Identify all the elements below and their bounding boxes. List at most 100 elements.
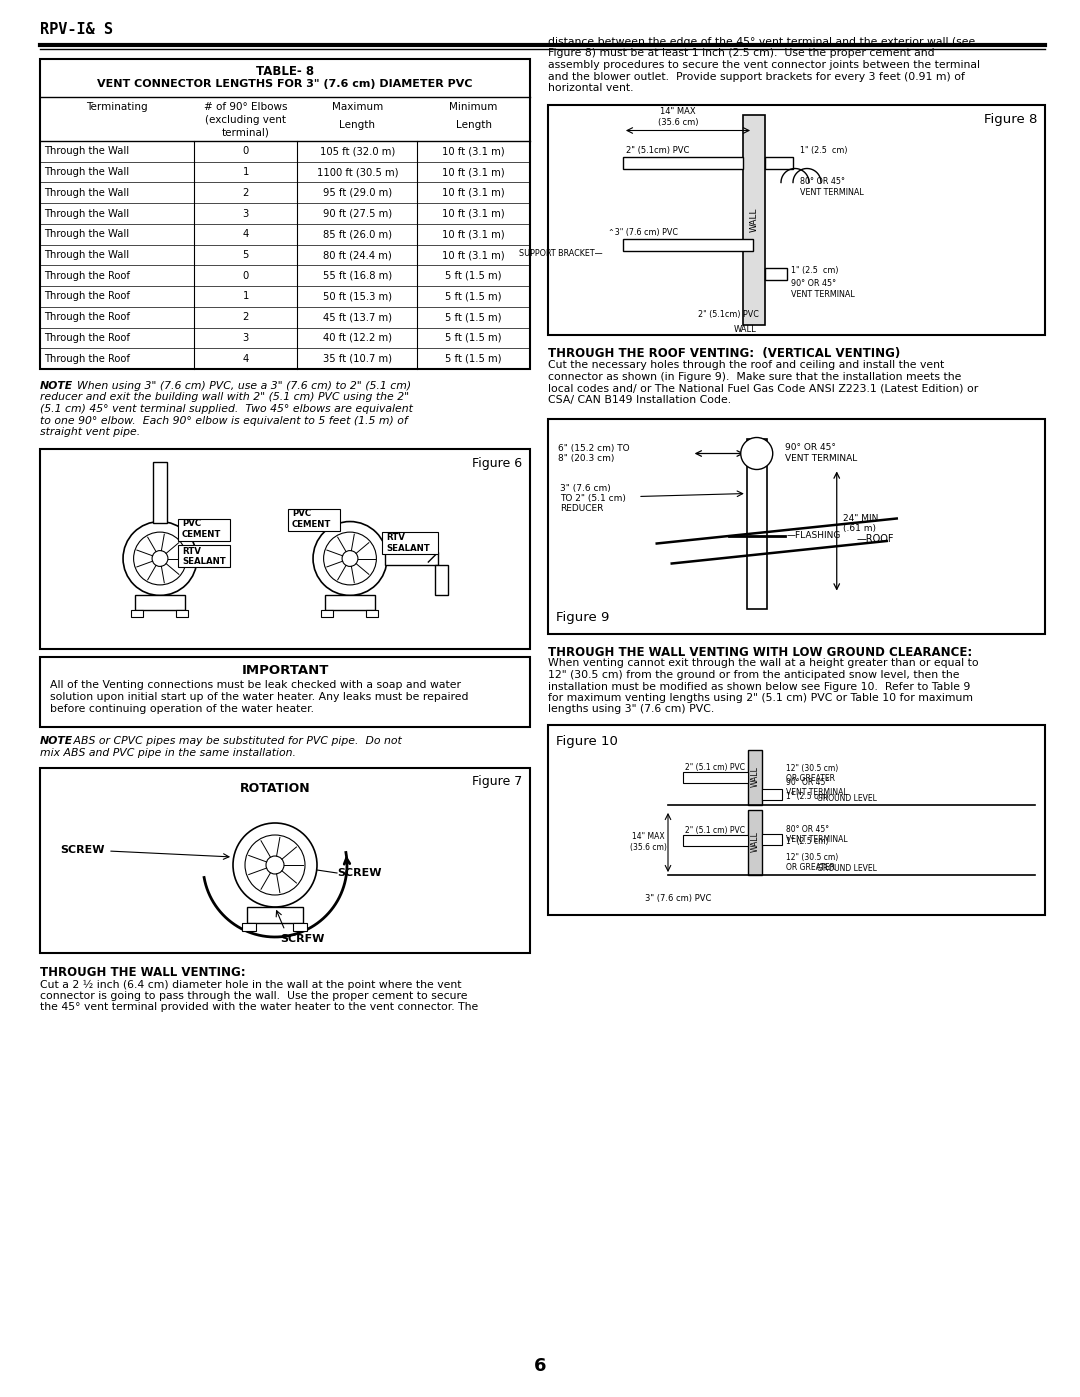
Text: 0: 0 — [243, 271, 248, 281]
Bar — [765, 156, 793, 169]
Text: Figure 6: Figure 6 — [472, 457, 522, 469]
Bar — [548, 105, 1045, 334]
Text: WALL: WALL — [751, 831, 759, 852]
Text: ROTATION: ROTATION — [240, 781, 310, 795]
Text: for maximum venting lengths using 2" (5.1 cm) PVC or Table 10 for maximum: for maximum venting lengths using 2" (5.… — [548, 693, 973, 703]
Text: Through the Roof: Through the Roof — [44, 332, 130, 342]
Bar — [762, 789, 782, 800]
Text: 40 ft (12.2 m): 40 ft (12.2 m) — [323, 332, 392, 342]
Text: 5 ft (1.5 m): 5 ft (1.5 m) — [445, 353, 502, 363]
Text: reducer and exit the building wall with 2" (5.1 cm) PVC using the 2": reducer and exit the building wall with … — [40, 393, 409, 402]
Text: 2" (5.1 cm) PVC: 2" (5.1 cm) PVC — [685, 826, 745, 835]
Text: Through the Roof: Through the Roof — [44, 353, 130, 363]
Text: local codes and/ or The National Fuel Gas Code ANSI Z223.1 (Latest Edition) or: local codes and/ or The National Fuel Ga… — [548, 384, 978, 394]
Bar — [135, 595, 185, 609]
Text: 50 ft (15.3 m): 50 ft (15.3 m) — [323, 292, 392, 302]
Text: and the blower outlet.  Provide support brackets for every 3 feet (0.91 m) of: and the blower outlet. Provide support b… — [548, 71, 964, 81]
Text: 55 ft (16.8 m): 55 ft (16.8 m) — [323, 271, 392, 281]
Text: NOTE: NOTE — [40, 381, 73, 391]
Bar — [748, 810, 762, 875]
Text: —ROOF: —ROOF — [856, 534, 894, 543]
Text: 3: 3 — [243, 208, 248, 218]
Text: Cut the necessary holes through the roof and ceiling and install the vent: Cut the necessary holes through the roof… — [548, 360, 944, 370]
Bar — [548, 725, 1045, 915]
Text: 0: 0 — [243, 147, 248, 156]
Bar — [40, 448, 530, 648]
Text: Through the Wall: Through the Wall — [44, 250, 130, 260]
Bar — [242, 923, 256, 930]
Text: SUPPORT BRACKET—: SUPPORT BRACKET— — [519, 250, 603, 258]
Text: 10 ft (3.1 m): 10 ft (3.1 m) — [443, 147, 505, 156]
Text: (5.1 cm) 45° vent terminal supplied.  Two 45° elbows are equivalent: (5.1 cm) 45° vent terminal supplied. Two… — [40, 404, 413, 414]
Text: 6" (15.2 cm) TO
8" (20.3 cm): 6" (15.2 cm) TO 8" (20.3 cm) — [558, 444, 630, 464]
Text: 12" (30.5 cm)
OR GREATER: 12" (30.5 cm) OR GREATER — [786, 854, 838, 872]
Text: 35 ft (10.7 m): 35 ft (10.7 m) — [323, 353, 392, 363]
Bar — [178, 518, 230, 541]
Text: 80 ft (24.4 m): 80 ft (24.4 m) — [323, 250, 392, 260]
Text: # of 90° Elbows: # of 90° Elbows — [204, 102, 287, 112]
Bar — [386, 552, 438, 564]
Text: 1" (2.5  cm): 1" (2.5 cm) — [800, 145, 848, 155]
Text: TABLE- 8: TABLE- 8 — [256, 66, 314, 78]
Circle shape — [123, 521, 197, 595]
Text: Figure 7: Figure 7 — [472, 775, 522, 788]
Text: Length: Length — [456, 120, 491, 130]
Circle shape — [233, 823, 318, 907]
Text: 105 ft (32.0 m): 105 ft (32.0 m) — [320, 147, 395, 156]
Bar — [247, 907, 303, 923]
Text: 1100 ft (30.5 m): 1100 ft (30.5 m) — [316, 168, 399, 177]
Circle shape — [266, 856, 284, 875]
Bar — [748, 750, 762, 805]
Bar — [746, 439, 767, 609]
Text: PVC
CEMENT: PVC CEMENT — [183, 520, 221, 539]
Text: When using 3" (7.6 cm) PVC, use a 3" (7.6 cm) to 2" (5.1 cm): When using 3" (7.6 cm) PVC, use a 3" (7.… — [70, 381, 411, 391]
Bar — [176, 609, 188, 616]
Text: 10 ft (3.1 m): 10 ft (3.1 m) — [443, 229, 505, 239]
Bar — [178, 545, 230, 567]
Text: CSA/ CAN B149 Installation Code.: CSA/ CAN B149 Installation Code. — [548, 395, 731, 405]
Text: ABS or CPVC pipes may be substituted for PVC pipe.  Do not: ABS or CPVC pipes may be substituted for… — [70, 736, 402, 746]
Text: SCRFW: SCRFW — [280, 935, 324, 944]
Text: 5 ft (1.5 m): 5 ft (1.5 m) — [445, 271, 502, 281]
Text: 12" (30.5 cm) from the ground or from the anticipated snow level, then the: 12" (30.5 cm) from the ground or from th… — [548, 671, 959, 680]
Text: 90° OR 45°
VENT TERMINAL: 90° OR 45° VENT TERMINAL — [791, 279, 854, 299]
Text: PVC
CEMENT: PVC CEMENT — [292, 510, 332, 529]
Text: 2: 2 — [243, 312, 249, 323]
Text: WALL: WALL — [751, 767, 759, 788]
Text: Figure 10: Figure 10 — [556, 735, 618, 747]
Text: RTV
SEALANT: RTV SEALANT — [386, 534, 430, 553]
Text: 3" (7.6 cm)
TO 2" (5.1 cm)
REDUCER: 3" (7.6 cm) TO 2" (5.1 cm) REDUCER — [561, 483, 626, 514]
Text: Through the Wall: Through the Wall — [44, 168, 130, 177]
Text: lengths using 3" (7.6 cm) PVC.: lengths using 3" (7.6 cm) PVC. — [548, 704, 714, 714]
Text: 2" (5.1cm) PVC: 2" (5.1cm) PVC — [698, 310, 758, 319]
Text: All of the Venting connections must be leak checked with a soap and water: All of the Venting connections must be l… — [50, 680, 461, 690]
Text: GROUND LEVEL: GROUND LEVEL — [816, 863, 877, 873]
Text: 2" (5.1 cm) PVC: 2" (5.1 cm) PVC — [685, 763, 745, 773]
Text: assembly procedures to secure the vent connector joints between the terminal: assembly procedures to secure the vent c… — [548, 60, 980, 70]
Text: 1: 1 — [243, 292, 249, 302]
Text: 90° OR 45°
VENT TERMINAL: 90° OR 45° VENT TERMINAL — [785, 443, 858, 462]
Bar — [623, 156, 743, 169]
Text: 5 ft (1.5 m): 5 ft (1.5 m) — [445, 312, 502, 323]
Text: Figure 9: Figure 9 — [556, 610, 609, 623]
Text: 85 ft (26.0 m): 85 ft (26.0 m) — [323, 229, 392, 239]
Bar — [743, 115, 765, 324]
Text: 10 ft (3.1 m): 10 ft (3.1 m) — [443, 168, 505, 177]
Text: connector is going to pass through the wall.  Use the proper cement to secure: connector is going to pass through the w… — [40, 990, 468, 1002]
Bar — [623, 239, 753, 250]
Text: terminal): terminal) — [221, 127, 270, 137]
Text: When venting cannot exit through the wall at a height greater than or equal to: When venting cannot exit through the wal… — [548, 658, 978, 669]
Text: 10 ft (3.1 m): 10 ft (3.1 m) — [443, 250, 505, 260]
Text: 4: 4 — [243, 353, 248, 363]
Text: 5 ft (1.5 m): 5 ft (1.5 m) — [445, 292, 502, 302]
Bar — [288, 509, 340, 531]
Circle shape — [134, 532, 187, 585]
Bar — [548, 419, 1045, 633]
Text: Terminating: Terminating — [86, 102, 148, 112]
Text: RTV
SEALANT: RTV SEALANT — [183, 546, 226, 566]
Text: Through the Wall: Through the Wall — [44, 147, 130, 156]
Text: 90° OR 45°
VENT TERMINAL: 90° OR 45° VENT TERMINAL — [786, 778, 848, 798]
Text: the 45° vent terminal provided with the water heater to the vent connector. The: the 45° vent terminal provided with the … — [40, 1003, 478, 1013]
Text: 3: 3 — [243, 332, 248, 342]
Text: solution upon initial start up of the water heater. Any leaks must be repaired: solution upon initial start up of the wa… — [50, 692, 469, 703]
